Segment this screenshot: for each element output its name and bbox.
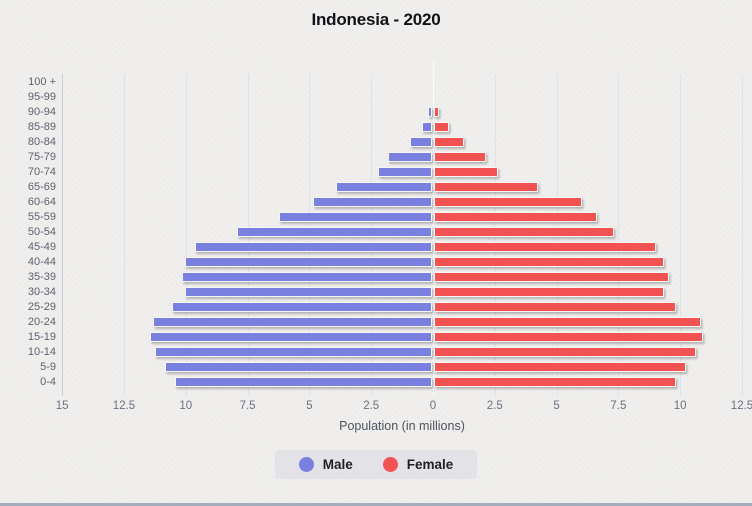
age-group-label: 90-94: [27, 106, 56, 118]
male-bar[interactable]: [409, 137, 432, 147]
male-swatch-icon: [298, 457, 314, 472]
x-tick-label: 5: [306, 400, 313, 412]
age-group-label: 60-64: [27, 196, 56, 208]
male-bar[interactable]: [174, 377, 432, 387]
male-bar[interactable]: [184, 287, 432, 297]
female-bar[interactable]: [434, 152, 486, 162]
age-group-label: 55-59: [27, 211, 56, 223]
male-bar[interactable]: [428, 107, 432, 117]
age-group-label: 70-74: [27, 166, 56, 178]
x-tick-label: 10: [673, 400, 687, 412]
male-bar[interactable]: [422, 122, 432, 132]
male-bar[interactable]: [387, 152, 432, 162]
male-bar[interactable]: [155, 347, 432, 357]
gridline: [742, 74, 743, 396]
female-bar[interactable]: [434, 272, 669, 282]
age-group-label: 80-84: [27, 136, 56, 148]
gridline: [185, 74, 187, 396]
age-group-label: 40-44: [27, 256, 56, 268]
female-bar[interactable]: [434, 242, 657, 252]
age-group-label: 50-54: [27, 226, 56, 238]
male-bar[interactable]: [335, 182, 432, 192]
male-bar[interactable]: [377, 167, 432, 177]
legend: Male Female: [0, 450, 752, 479]
x-axis-title: Population (in millions): [339, 419, 465, 433]
age-group-label: 25-29: [27, 301, 56, 313]
male-bar[interactable]: [172, 302, 432, 312]
female-bar[interactable]: [434, 317, 701, 327]
x-tick-label: 2.5: [363, 400, 380, 412]
x-tick-label: 12.5: [112, 400, 136, 412]
legend-item-male[interactable]: Male: [298, 457, 353, 472]
age-group-label: 15-19: [27, 331, 56, 343]
age-group-label: 75-79: [27, 151, 56, 163]
age-group-label: 100 +: [28, 76, 56, 88]
x-tick-label: 12.5: [730, 400, 752, 412]
female-bar[interactable]: [434, 107, 439, 117]
legend-item-female[interactable]: Female: [382, 457, 454, 472]
x-tick-label: 2.5: [486, 400, 503, 412]
female-bar[interactable]: [434, 167, 499, 177]
legend-box: Male Female: [274, 450, 478, 479]
female-bar[interactable]: [434, 197, 583, 207]
gridline: [124, 74, 125, 396]
legend-female-label: Female: [406, 457, 454, 472]
female-bar[interactable]: [434, 347, 697, 357]
female-bar[interactable]: [434, 212, 598, 222]
zero-gridline: [433, 60, 434, 396]
female-bar[interactable]: [434, 257, 664, 267]
age-group-label: 85-89: [27, 121, 56, 133]
x-tick-label: 7.5: [239, 400, 256, 412]
age-group-label: 45-49: [27, 241, 56, 253]
male-bar[interactable]: [152, 317, 432, 327]
x-tick-label: 10: [179, 400, 193, 412]
x-tick-label: 0: [429, 400, 437, 412]
x-tick-label: 7.5: [610, 400, 627, 412]
female-bar[interactable]: [434, 137, 464, 147]
age-group-label: 35-39: [27, 271, 56, 283]
male-bar[interactable]: [313, 197, 432, 207]
age-group-label: 95-99: [27, 91, 56, 103]
age-group-label: 20-24: [27, 316, 56, 328]
male-bar[interactable]: [182, 272, 432, 282]
x-tick-label: 15: [55, 400, 69, 412]
female-swatch-icon: [382, 457, 398, 472]
age-group-label: 30-34: [27, 286, 56, 298]
male-bar[interactable]: [165, 362, 432, 372]
age-group-label: 5-9: [40, 361, 56, 373]
gridline: [680, 74, 682, 396]
female-bar[interactable]: [434, 122, 449, 132]
age-group-label: 0-4: [40, 376, 56, 388]
age-group-label: 65-69: [27, 181, 56, 193]
female-bar[interactable]: [434, 302, 677, 312]
female-bar[interactable]: [434, 377, 677, 387]
male-bar[interactable]: [278, 212, 432, 222]
female-bar[interactable]: [434, 332, 704, 342]
chart-title: Indonesia - 2020: [311, 10, 441, 29]
female-bar[interactable]: [434, 287, 664, 297]
y-axis-line: [62, 74, 63, 396]
female-bar[interactable]: [434, 227, 615, 237]
legend-male-label: Male: [322, 457, 353, 472]
male-bar[interactable]: [150, 332, 432, 342]
female-bar[interactable]: [434, 362, 687, 372]
male-bar[interactable]: [236, 227, 432, 237]
gridline: [618, 74, 620, 396]
male-bar[interactable]: [184, 257, 432, 267]
x-tick-label: 5: [553, 400, 560, 412]
age-group-label: 10-14: [27, 346, 56, 358]
male-bar[interactable]: [194, 242, 432, 252]
female-bar[interactable]: [434, 182, 538, 192]
